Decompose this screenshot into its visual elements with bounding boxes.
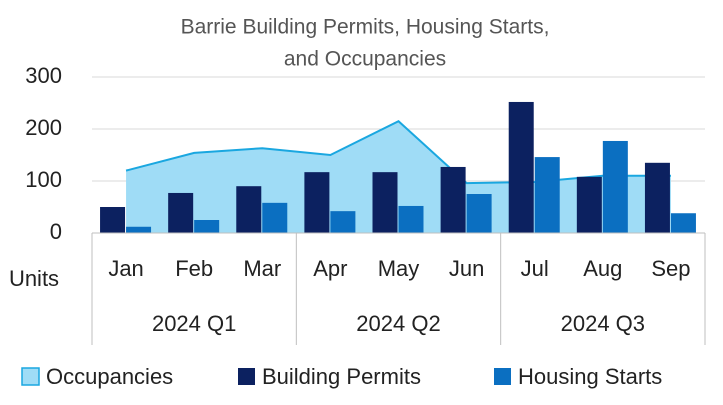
legend-swatch <box>494 368 511 385</box>
x-tick-label: Aug <box>583 256 622 281</box>
bar <box>440 166 466 233</box>
bar <box>576 176 602 233</box>
legend-swatch <box>238 368 255 385</box>
legend-label: Housing Starts <box>518 364 662 389</box>
y-tick-label: 200 <box>25 115 62 140</box>
x-tick-label: Sep <box>651 256 690 281</box>
group-label: 2024 Q1 <box>152 311 236 336</box>
bar <box>262 202 288 233</box>
y-axis-label: Units <box>9 266 59 291</box>
bar <box>330 211 356 233</box>
x-tick-label: Jun <box>449 256 484 281</box>
x-tick-label: May <box>378 256 420 281</box>
chart-title: and Occupancies <box>284 48 446 71</box>
y-tick-label: 0 <box>50 219 62 244</box>
x-tick-label: Feb <box>175 256 213 281</box>
x-tick-label: Jul <box>521 256 549 281</box>
bar <box>670 213 696 233</box>
bar <box>100 207 126 233</box>
bar <box>304 172 330 233</box>
bar <box>126 226 152 233</box>
chart-title: Barrie Building Permits, Housing Starts, <box>181 16 550 39</box>
bar <box>372 172 398 233</box>
x-tick-label: Apr <box>313 256 347 281</box>
bar <box>534 157 560 233</box>
x-tick-label: Jan <box>108 256 143 281</box>
x-tick-label: Mar <box>243 256 281 281</box>
legend-label: Building Permits <box>262 364 421 389</box>
y-tick-label: 100 <box>25 167 62 192</box>
bar <box>236 186 262 233</box>
legend-swatch <box>21 367 40 386</box>
bar <box>398 205 424 233</box>
bar <box>168 192 194 233</box>
y-tick-label: 300 <box>25 63 62 88</box>
bar <box>194 220 220 233</box>
bar <box>602 140 628 233</box>
bar <box>466 194 492 233</box>
group-label: 2024 Q3 <box>561 311 645 336</box>
legend-label: Occupancies <box>46 364 173 389</box>
bar <box>644 162 670 233</box>
group-label: 2024 Q2 <box>356 311 440 336</box>
bar <box>508 101 534 234</box>
